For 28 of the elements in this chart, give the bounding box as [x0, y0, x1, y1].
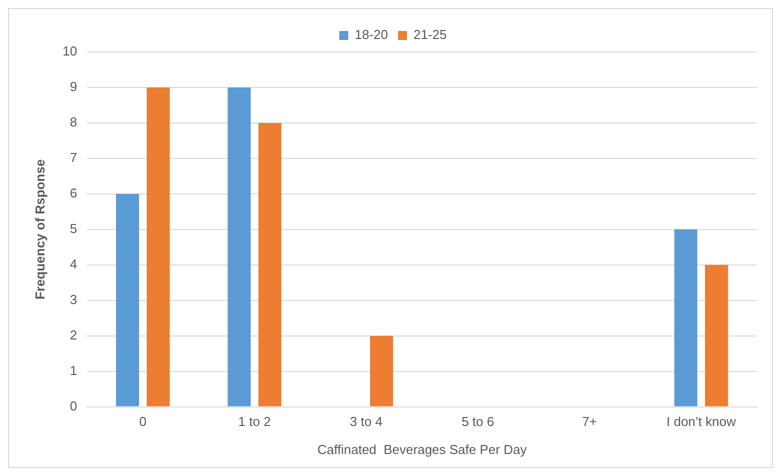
bar	[258, 122, 282, 406]
x-tick-label: 1 to 2	[238, 414, 271, 430]
y-tick-label: 6	[70, 186, 78, 200]
x-tick-label: 0	[139, 414, 147, 430]
bar	[705, 264, 728, 406]
y-tick-label: 8	[70, 114, 78, 130]
bar	[674, 229, 698, 406]
y-axis-title: Frequency of Rsponse	[32, 159, 48, 300]
x-tick-label: I don’t know	[666, 414, 736, 430]
y-tick-label: 1	[70, 362, 78, 378]
y-tick-label: 2	[70, 327, 78, 342]
legend-label: 21-25	[414, 27, 447, 42]
bar	[146, 87, 170, 406]
legend-label: 18-20	[354, 27, 388, 42]
y-tick-label: 4	[70, 256, 78, 272]
bar	[370, 336, 394, 406]
x-tick-label: 7+	[582, 414, 597, 430]
y-tick-label: 9	[70, 79, 78, 94]
x-axis-title: Caffinated Beverages Safe Per Day	[317, 442, 528, 457]
bar	[228, 87, 251, 406]
y-tick-label: 7	[70, 150, 78, 166]
x-tick-label: 3 to 4	[350, 414, 382, 430]
x-tick-label: 5 to 6	[462, 414, 494, 430]
y-tick-label: 10	[62, 44, 78, 59]
bar	[116, 194, 140, 406]
y-tick-label: 5	[70, 220, 78, 236]
y-tick-label: 0	[70, 398, 78, 414]
y-tick-label: 3	[70, 292, 78, 307]
